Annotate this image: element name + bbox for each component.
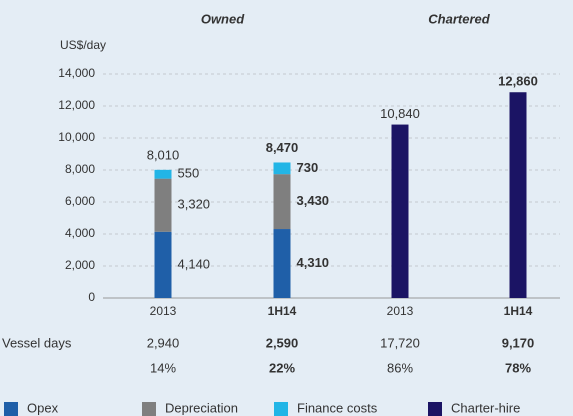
y-tick-label: 8,000 (65, 162, 95, 176)
bar-segment (273, 174, 291, 230)
data-label: 10,840 (380, 106, 420, 121)
legend-label: Depreciation (165, 400, 238, 415)
x-tick-label: 2013 (387, 304, 414, 318)
x-tick-label: 1H14 (268, 304, 297, 318)
y-tick-label: 2,000 (65, 258, 95, 272)
data-label: 3,430 (297, 193, 330, 208)
bar-segment (154, 231, 172, 298)
data-label: 4,310 (297, 255, 330, 270)
bar-segment (154, 169, 172, 179)
y-axis-label: US$/day (60, 38, 106, 52)
bar-segment (273, 229, 291, 298)
legend-label: Finance costs (297, 400, 378, 415)
share: 78% (505, 360, 531, 375)
data-label: 550 (178, 166, 200, 181)
group-label: Chartered (428, 11, 490, 26)
data-label: 730 (297, 160, 319, 175)
x-tick-label: 1H14 (504, 304, 533, 318)
y-tick-label: 0 (88, 290, 95, 304)
legend-label: Opex (27, 400, 59, 415)
y-tick-label: 10,000 (58, 130, 95, 144)
vessel-days: 2,590 (266, 335, 299, 350)
bar-segment (509, 92, 527, 299)
vessel-days: 9,170 (502, 335, 535, 350)
legend-swatch (428, 402, 442, 416)
bar-segment (154, 178, 172, 232)
x-tick-label: 2013 (150, 304, 177, 318)
legend-swatch (4, 402, 18, 416)
vessel-days: 2,940 (147, 335, 180, 350)
row-label: Vessel days (2, 335, 72, 350)
data-label: 4,140 (178, 256, 211, 271)
bar-segment (391, 124, 409, 298)
y-tick-label: 4,000 (65, 226, 95, 240)
legend-swatch (274, 402, 288, 416)
vessel-days: 17,720 (380, 335, 420, 350)
y-tick-label: 12,000 (58, 98, 95, 112)
share: 14% (150, 360, 176, 375)
share: 86% (387, 360, 413, 375)
y-tick-label: 6,000 (65, 194, 95, 208)
share: 22% (269, 360, 295, 375)
data-label: 12,860 (498, 74, 538, 89)
group-label: Owned (201, 11, 245, 26)
data-label: 3,320 (178, 197, 211, 212)
total-label: 8,470 (266, 140, 299, 155)
legend-label: Charter-hire (451, 400, 520, 415)
legend-swatch (142, 402, 156, 416)
bar-segment (273, 162, 291, 175)
y-tick-label: 14,000 (58, 66, 95, 80)
total-label: 8,010 (147, 147, 180, 162)
